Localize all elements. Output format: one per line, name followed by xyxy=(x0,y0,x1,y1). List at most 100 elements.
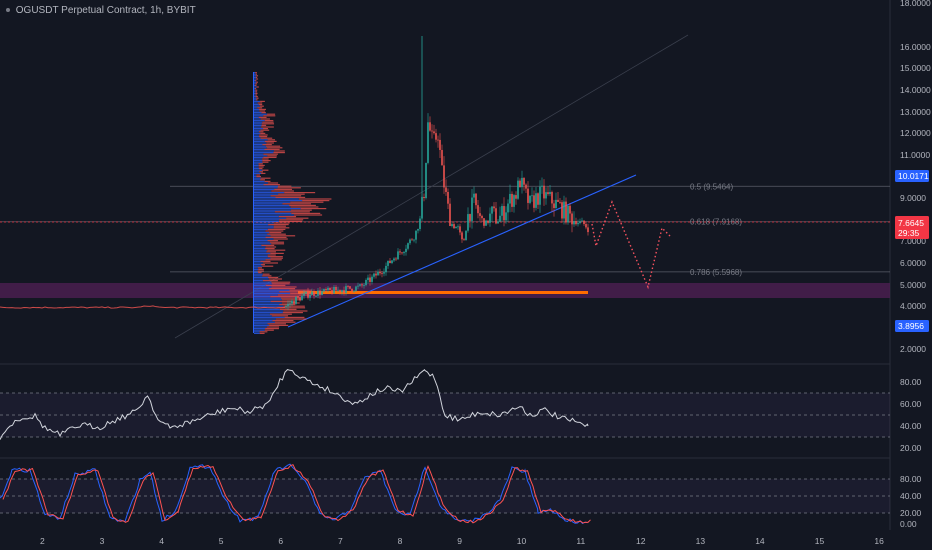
volume-profile-bar-down xyxy=(273,152,285,154)
volume-profile-bar-up xyxy=(254,123,262,125)
volume-profile-bar-down xyxy=(271,315,289,317)
time-axis-label: 2 xyxy=(40,536,45,546)
volume-profile-bar-down xyxy=(268,278,283,280)
candle-body xyxy=(331,290,333,294)
candle-body xyxy=(433,131,435,134)
fib-level-label: 0.5 (9.5464) xyxy=(690,182,733,191)
volume-profile-bar-down xyxy=(267,256,283,258)
time-axis-label: 3 xyxy=(100,536,105,546)
candle-body xyxy=(303,293,305,296)
rsi-pane[interactable] xyxy=(0,368,890,440)
volume-profile-bar-down xyxy=(260,179,265,181)
candle-body xyxy=(437,139,439,141)
candle-body xyxy=(387,260,389,266)
volume-profile-bar-up xyxy=(254,156,264,158)
candles[interactable] xyxy=(285,36,589,310)
volume-profile-bar-up xyxy=(254,88,255,90)
trendline[interactable] xyxy=(287,174,637,328)
candle-body xyxy=(343,290,345,293)
support-line[interactable] xyxy=(298,291,588,294)
volume-profile-bar-up xyxy=(254,211,275,213)
volume-profile-bar-down xyxy=(273,238,288,240)
volume-profile-bar-up xyxy=(254,203,283,205)
axes[interactable]: 18.0000 16.0000 15.0000 14.0000 13.0000 12.00… xyxy=(40,0,931,546)
candle-body xyxy=(475,193,477,206)
volume-profile-bar-down xyxy=(286,217,309,219)
volume-profile-bar-down xyxy=(256,97,259,99)
current-price-badge-bg xyxy=(895,216,929,239)
volume-profile-bar-up xyxy=(254,131,259,133)
candle-body xyxy=(427,122,429,163)
volume-profile-bar-up xyxy=(254,200,303,202)
volume-profile-bar-down xyxy=(266,326,280,328)
volume-profile-bar-down xyxy=(256,174,261,176)
stoch-axis-tick: 40.00 xyxy=(900,491,922,501)
volume-profile-bar-down xyxy=(255,92,258,94)
volume-profile-bar-up xyxy=(254,316,285,318)
volume-profile-bar-up xyxy=(254,169,262,171)
stoch-rsi-pane[interactable] xyxy=(0,463,890,525)
volume-profile-bar-up xyxy=(254,214,294,216)
volume-profile-bar-down xyxy=(255,94,258,96)
volume-profile-bar-down xyxy=(262,128,268,130)
volume-profile-bar-up xyxy=(254,326,267,328)
volume-profile-bar-down xyxy=(260,264,265,266)
volume-profile-bar-down xyxy=(278,220,303,222)
volume-profile-bar-down xyxy=(259,168,263,170)
volume-profile-bar-down xyxy=(269,324,289,326)
legend-exchange: BYBIT xyxy=(166,5,196,16)
candle-body xyxy=(309,295,311,298)
candle-body xyxy=(553,203,555,209)
volume-profile-bar-up xyxy=(254,216,279,218)
volume-profile-bar-up xyxy=(254,262,263,264)
candle-body xyxy=(531,195,533,197)
legend-interval: 1h xyxy=(150,5,162,16)
volume-profile-bar-up xyxy=(254,299,282,301)
chart-legend[interactable]: OGUSDT Perpetual Contract, 1h, BYBIT xyxy=(6,5,196,16)
candle-body xyxy=(495,208,497,224)
volume-profile-bar-down xyxy=(269,232,282,234)
volume-profile-bar-up xyxy=(254,120,265,122)
volume-profile-bar-down xyxy=(261,169,269,171)
volume-profile-bar-up xyxy=(254,91,256,93)
support-zone[interactable] xyxy=(0,283,890,298)
candle-body xyxy=(327,287,329,291)
candle-body xyxy=(515,195,517,199)
volume-profile-bar-down xyxy=(255,89,258,91)
volume-profile-bar-up xyxy=(254,102,258,104)
historical-price-line[interactable] xyxy=(0,305,286,309)
projection-path[interactable] xyxy=(591,200,671,290)
volume-profile-bar-down xyxy=(255,78,259,80)
price-pane[interactable]: 0.5 (9.5464)0.618 (7.9168)0.786 (5.5968) xyxy=(0,0,891,530)
candle-body xyxy=(583,220,585,225)
candle-body xyxy=(349,286,351,289)
volume-profile-bar-down xyxy=(262,262,279,264)
volume-profile-bar-up xyxy=(254,192,285,194)
volume-profile-bar-up xyxy=(254,270,258,272)
volume-profile[interactable] xyxy=(253,72,332,334)
candle-body xyxy=(581,220,583,222)
price-axis-tick: 6.0000 xyxy=(900,258,926,268)
rsi-line[interactable] xyxy=(0,368,589,440)
stoch-d-line[interactable] xyxy=(2,464,591,524)
volume-profile-bar-down xyxy=(263,156,277,158)
volume-profile-bar-up xyxy=(254,86,257,88)
volume-profile-bar-down xyxy=(261,172,266,174)
volume-profile-bar-down xyxy=(262,144,272,146)
volume-profile-bar-down xyxy=(258,272,262,274)
stoch-k-line[interactable] xyxy=(0,463,588,525)
volume-profile-bar-up xyxy=(254,273,263,275)
volume-profile-bar-down xyxy=(300,208,327,210)
candle-body xyxy=(403,252,405,254)
volume-profile-bar-down xyxy=(283,310,308,312)
volume-profile-bar-down xyxy=(278,193,305,195)
candle-body xyxy=(321,291,323,295)
volume-profile-bar-down xyxy=(270,296,299,298)
candle-body xyxy=(507,203,509,213)
candle-body xyxy=(389,260,391,263)
rsi-axis-tick: 40.00 xyxy=(900,421,922,431)
volume-profile-bar-up xyxy=(254,180,265,182)
volume-profile-bar-up xyxy=(254,276,269,278)
volume-profile-bar-up xyxy=(254,116,259,118)
